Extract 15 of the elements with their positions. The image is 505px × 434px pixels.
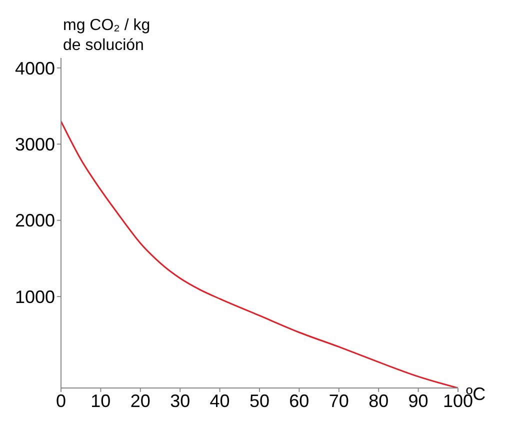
y-axis-title: mg CO₂ / kg de solución xyxy=(63,17,150,54)
y-tick-label: 4000 xyxy=(14,58,55,78)
x-tick-label: 90 xyxy=(408,390,428,411)
x-tick-label: 10 xyxy=(90,390,111,411)
x-tick-label: 50 xyxy=(249,390,270,411)
y-tick-label: 1000 xyxy=(14,286,55,307)
x-tick-label: 40 xyxy=(210,390,230,411)
x-tick-label: 0 xyxy=(56,390,66,411)
x-tick-label: 80 xyxy=(368,390,389,411)
x-tick-label: 60 xyxy=(289,390,310,411)
y-tick-label: 2000 xyxy=(14,210,55,231)
x-tick-label: 30 xyxy=(170,390,190,411)
y-tick-label: 3000 xyxy=(14,134,55,155)
x-tick-label: 70 xyxy=(328,390,349,411)
x-tick-label: 20 xyxy=(130,390,150,411)
